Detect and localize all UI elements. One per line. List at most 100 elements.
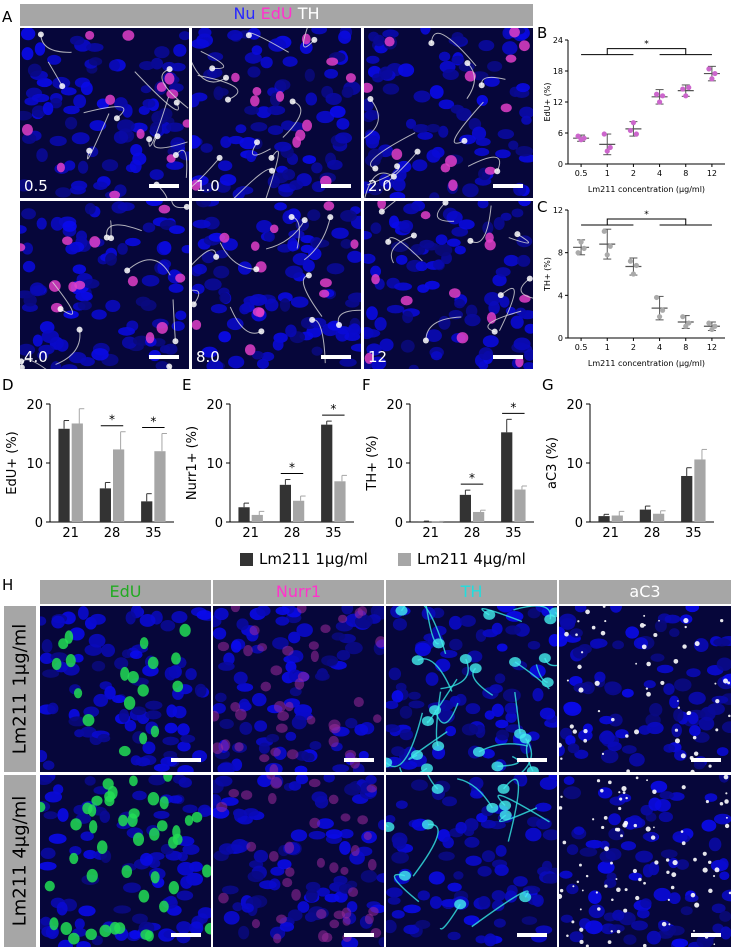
edu-nucleus	[22, 123, 33, 136]
nucleus	[104, 685, 116, 700]
nucleus	[166, 161, 184, 170]
th-soma	[166, 363, 173, 369]
nucleus	[83, 849, 97, 860]
nucleus	[448, 36, 467, 46]
nucleus	[314, 795, 329, 809]
x-tick-label: 0.5	[575, 343, 588, 352]
nucleus	[504, 702, 519, 714]
data-point	[607, 144, 613, 151]
nucleus	[689, 725, 701, 737]
nucleus	[711, 695, 729, 704]
nucleus	[178, 31, 189, 41]
edu-nucleus	[192, 319, 202, 330]
ac3-puncta	[728, 714, 731, 718]
th-soma	[491, 761, 504, 772]
nucleus	[50, 97, 62, 109]
nucleus	[182, 804, 198, 814]
nucleus	[129, 650, 143, 659]
nucleus	[451, 226, 469, 237]
nucleus	[516, 82, 530, 93]
nucleus	[131, 706, 146, 716]
nucleus	[237, 261, 252, 275]
nucleus	[101, 643, 116, 658]
bar	[279, 484, 291, 522]
nucleus	[386, 919, 397, 934]
nurr1-nucleus	[216, 801, 228, 813]
ac3-puncta	[654, 860, 659, 865]
th-soma	[223, 74, 230, 81]
nucleus	[388, 215, 400, 229]
th-soma	[410, 232, 417, 239]
nucleus	[69, 845, 82, 856]
nucleus	[625, 626, 640, 639]
data-point	[604, 252, 610, 258]
ac3-puncta	[583, 738, 588, 743]
nucleus	[465, 855, 482, 866]
nucleus	[364, 254, 374, 263]
ac3-puncta	[579, 863, 582, 867]
nucleus	[403, 924, 420, 935]
ac3-puncta	[603, 816, 608, 820]
panel-label-b: B	[537, 24, 548, 42]
nucleus	[253, 849, 269, 863]
nucleus	[599, 731, 615, 745]
nucleus	[274, 79, 291, 91]
nucleus	[277, 292, 293, 303]
nucleus	[177, 764, 194, 772]
nucleus	[113, 905, 131, 914]
th-soma	[494, 168, 501, 175]
nucleus	[214, 607, 229, 621]
bar	[611, 515, 623, 522]
th-soma	[154, 133, 161, 140]
ac3-puncta	[615, 878, 618, 881]
nucleus	[311, 28, 328, 35]
nucleus	[344, 783, 362, 796]
x-tick-label: 35	[505, 526, 522, 540]
edu-nucleus	[127, 275, 138, 287]
nucleus	[573, 682, 592, 693]
ac3-puncta	[661, 921, 667, 927]
nucleus	[42, 760, 55, 771]
nucleus	[145, 700, 163, 710]
ac3-puncta	[601, 825, 605, 830]
th-soma	[394, 163, 401, 170]
nurr1-nucleus	[338, 614, 348, 623]
x-tick-label: 12	[707, 343, 717, 352]
bar	[694, 459, 706, 522]
nucleus	[230, 640, 242, 653]
edu-nucleus	[364, 352, 374, 364]
nucleus	[223, 910, 240, 925]
nucleus	[365, 135, 380, 149]
th-soma	[410, 750, 423, 761]
nucleus	[23, 294, 37, 307]
th-fiber	[192, 61, 227, 83]
ac3-puncta	[595, 891, 598, 894]
nucleus	[671, 938, 689, 947]
nucleus	[52, 784, 64, 795]
nucleus	[282, 56, 298, 67]
th-fiber	[161, 68, 189, 109]
nucleus	[360, 870, 378, 883]
y-tick-label: 20	[206, 398, 223, 413]
nucleus	[648, 797, 662, 811]
nucleus	[379, 338, 394, 352]
ac3-puncta	[645, 826, 651, 832]
ac3-puncta	[694, 641, 700, 647]
nucleus	[282, 168, 296, 181]
nucleus	[623, 934, 637, 945]
nucleus	[157, 261, 170, 275]
ac3-puncta	[622, 791, 626, 794]
nucleus	[685, 606, 700, 613]
nucleus	[345, 298, 360, 308]
nucleus	[308, 830, 326, 840]
ac3-puncta	[634, 729, 640, 735]
nucleus	[291, 715, 307, 730]
th-fiber	[521, 738, 533, 772]
data-point	[607, 243, 613, 249]
nucleus	[302, 155, 317, 164]
edu-nucleus	[275, 90, 285, 102]
nucleus	[260, 56, 273, 69]
nucleus	[61, 364, 78, 369]
nucleus	[402, 310, 414, 324]
ac3-puncta	[643, 614, 646, 617]
